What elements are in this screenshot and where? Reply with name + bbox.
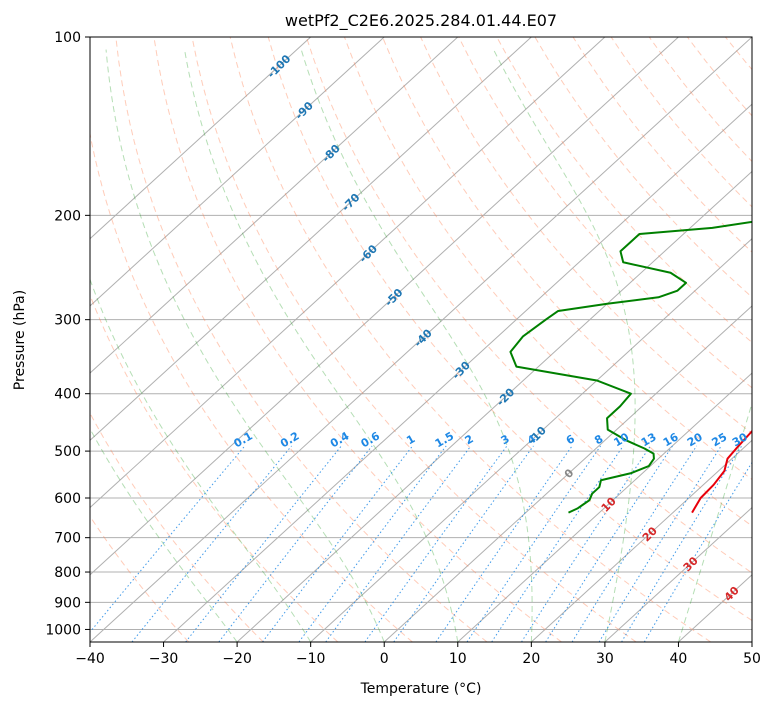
mixing-ratio-line	[491, 445, 624, 642]
grid-layer	[90, 37, 752, 642]
mixing-ratio-line	[185, 445, 342, 642]
dry-adiabat	[267, 37, 752, 622]
dry-adiabat	[153, 37, 562, 642]
isotherm-line	[604, 506, 752, 642]
dry-adiabat	[90, 412, 264, 642]
y-tick-label: 100	[54, 30, 81, 46]
mixing-ratio-line	[571, 445, 698, 642]
dry-adiabat	[115, 37, 488, 642]
y-tick-label: 400	[54, 387, 81, 403]
mixing-ratio-line	[90, 445, 246, 633]
isotherm-line	[90, 37, 606, 509]
plot-frame	[89, 36, 753, 643]
x-tick-label: 50	[743, 651, 761, 667]
mixing-ratio-line	[298, 445, 447, 642]
isotherm-line	[90, 37, 752, 642]
y-axis-title: Pressure (hPa)	[12, 290, 28, 390]
x-tick-label: −40	[75, 651, 105, 667]
mixing-ratio-line	[393, 445, 534, 642]
isotherm-line	[310, 237, 752, 642]
y-tick-label: 1000	[45, 622, 81, 638]
temperature-profile-line	[691, 429, 752, 514]
isotherm-line	[383, 305, 752, 642]
mixing-ratio-line	[262, 445, 413, 642]
mixing-ratio-line	[598, 445, 722, 642]
y-tick-label: 900	[54, 595, 81, 611]
y-tick-label: 500	[54, 444, 81, 460]
x-tick-label: −30	[149, 651, 179, 667]
mixing-ratio-line	[545, 445, 673, 642]
y-tick-label: 700	[54, 531, 81, 547]
dry-adiabat	[229, 37, 712, 642]
y-tick-label: 800	[54, 565, 81, 581]
dry-adiabat	[343, 37, 752, 527]
isotherm-line	[163, 103, 752, 642]
mixing-ratio-line	[435, 445, 573, 642]
y-tick-label: 200	[54, 208, 81, 224]
moist-adiabat	[90, 427, 238, 642]
dry-adiabat	[305, 37, 752, 574]
x-tick-label: 30	[596, 651, 614, 667]
x-tick-label: −20	[222, 651, 252, 667]
axis-layer: −40 −30 −20 −10 0 10 20 30 40 50 100 200 300 400 500 60…	[45, 30, 761, 667]
x-tick-label: 10	[449, 651, 467, 667]
moist-adiabat	[677, 401, 752, 642]
mixing-ratio-line	[521, 445, 651, 642]
isotherm-line	[90, 37, 459, 374]
dewpoint-profile-line	[509, 220, 752, 514]
isotherm-line	[90, 37, 532, 442]
moist-adiabat	[300, 49, 533, 642]
mixing-ratio-line	[466, 445, 602, 642]
mixing-ratio-line	[621, 445, 743, 642]
x-tick-label: 20	[522, 651, 540, 667]
x-tick-label: 40	[670, 651, 688, 667]
isotherm-line	[530, 439, 752, 642]
chart-title: wetPf2_C2E6.2025.284.01.44.E07	[285, 11, 557, 31]
y-tick-label: 300	[54, 313, 81, 329]
data-layer	[509, 220, 752, 514]
x-tick-label: 0	[380, 651, 389, 667]
isotherm-line	[457, 372, 752, 642]
dry-adiabat	[90, 515, 190, 642]
mixing-ratio-label: 36	[751, 430, 771, 449]
mixing-ratio-line	[364, 445, 508, 642]
mixing-ratio-line	[643, 461, 752, 642]
x-axis-title: Temperature (°C)	[360, 681, 482, 697]
moist-adiabat	[184, 49, 459, 642]
y-tick-label: 600	[54, 491, 81, 507]
dry-adiabat	[191, 37, 637, 642]
mixing-ratio-line	[218, 445, 373, 642]
dry-adiabat	[90, 131, 413, 642]
isotherm-line	[236, 170, 752, 642]
moist-adiabat	[493, 49, 636, 642]
x-tick-label: −10	[296, 651, 326, 667]
isotherm-line	[90, 37, 385, 307]
isotherm-line	[90, 37, 312, 240]
isotherm-line	[90, 37, 679, 576]
